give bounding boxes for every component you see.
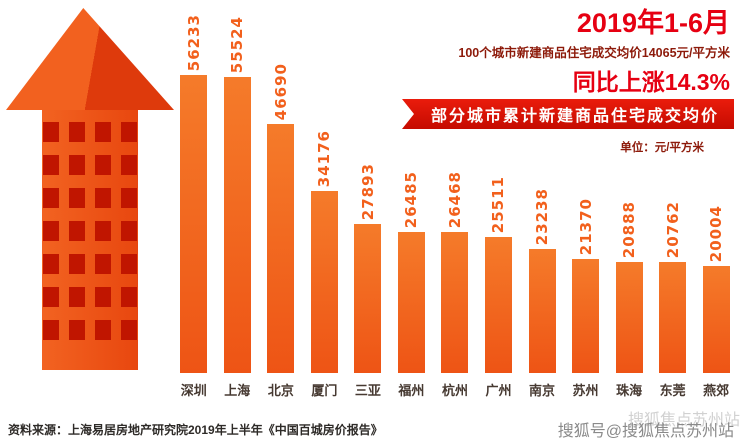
bar: [441, 232, 469, 373]
bar-column: 21370 苏州: [564, 14, 608, 399]
source-note: 资料来源：上海易居房地产研究院2019年上半年《中国百城房价报告》: [8, 423, 383, 437]
window-cell: [121, 188, 137, 208]
bar-value-label: 21370: [576, 197, 595, 255]
bar-column: 56233 深圳: [172, 14, 216, 399]
bar-city-label: 上海: [224, 383, 251, 398]
bar: [702, 266, 730, 373]
bar: [310, 191, 338, 373]
bar-column: 34176 厦门: [303, 14, 347, 399]
bar-column: 20004 燕郊: [694, 14, 738, 399]
window-cell: [95, 221, 111, 241]
bar-column: 27893 三亚: [346, 14, 390, 399]
building-arrow-graphic: [6, 8, 174, 370]
bar: [354, 224, 382, 373]
window-cell: [121, 287, 137, 307]
chart-title-banner: 部分城市累计新建商品住宅成交均价: [402, 99, 734, 129]
bar-city-label: 深圳: [180, 383, 207, 398]
bar-city-label: 厦门: [311, 383, 338, 398]
window-cell: [121, 122, 137, 142]
arrow-windows: [42, 110, 138, 370]
bar-value-label: 25511: [489, 175, 508, 233]
bar-value-label: 55524: [228, 15, 247, 73]
unit-label: 单位：元/平方米: [620, 142, 704, 154]
bar-city-label: 苏州: [572, 383, 599, 398]
window-cell: [69, 122, 85, 142]
bar: [180, 75, 208, 373]
bar-value-label: 26485: [402, 170, 421, 228]
bar-column: 20888 珠海: [607, 14, 651, 399]
window-cell: [43, 320, 59, 340]
bar-value-label: 20762: [663, 200, 682, 258]
window-cell: [121, 254, 137, 274]
bar-column: 25511 广州: [477, 14, 521, 399]
bar-value-label: 20004: [707, 204, 726, 262]
bar-city-label: 东莞: [659, 383, 686, 398]
window-cell: [69, 221, 85, 241]
bar-city-label: 三亚: [354, 383, 381, 398]
bar-column: 46690 北京: [259, 14, 303, 399]
window-cell: [95, 254, 111, 274]
window-cell: [69, 188, 85, 208]
bar: [659, 262, 687, 373]
bar-value-label: 27893: [358, 162, 377, 220]
bar-city-label: 北京: [267, 383, 294, 398]
window-cell: [69, 254, 85, 274]
bar-value-label: 46690: [271, 62, 290, 120]
window-cell: [121, 221, 137, 241]
bar-column: 20762 东莞: [651, 14, 695, 399]
window-cell: [121, 320, 137, 340]
bar-city-label: 燕郊: [703, 383, 730, 398]
window-cell: [95, 320, 111, 340]
bar-column: 26485 福州: [390, 14, 434, 399]
growth-callout: 同比上涨14.3%: [572, 69, 730, 96]
bar-city-label: 福州: [398, 383, 425, 398]
window-cell: [43, 287, 59, 307]
header: 2019年1-6月 100个城市新建商品住宅成交均价14065元/平方米 同比上…: [380, 8, 730, 97]
watermark-ghost: 搜狐焦点苏州站: [627, 412, 740, 429]
bar-column: 55524 上海: [216, 14, 260, 399]
window-cell: [43, 221, 59, 241]
window-cell: [43, 254, 59, 274]
window-cell: [43, 122, 59, 142]
page-subtitle: 100个城市新建商品住宅成交均价14065元/平方米: [458, 46, 730, 61]
window-cell: [95, 155, 111, 175]
window-cell: [95, 188, 111, 208]
window-cell: [69, 320, 85, 340]
bar: [484, 237, 512, 373]
bar-value-label: 20888: [620, 200, 639, 258]
watermark: 搜狐号@搜狐焦点苏州站: [557, 423, 734, 440]
bar: [267, 124, 295, 373]
window-cell: [95, 287, 111, 307]
window-cell: [43, 188, 59, 208]
bar-value-label: 23238: [533, 187, 552, 245]
bar-city-label: 南京: [529, 383, 556, 398]
bar: [223, 77, 251, 373]
bar: [615, 262, 643, 373]
window-cell: [95, 122, 111, 142]
bar-column: 23238 南京: [520, 14, 564, 399]
bar-value-label: 26468: [445, 170, 464, 228]
window-cell: [121, 155, 137, 175]
window-cell: [69, 155, 85, 175]
bar-city-label: 珠海: [616, 383, 643, 398]
bar: [528, 249, 556, 373]
bar: [572, 259, 600, 373]
bar-chart: 56233 深圳 55524 上海 46690 北京 34176 厦门 27893 三亚 26485…: [172, 14, 738, 399]
window-cell: [69, 287, 85, 307]
bar: [397, 232, 425, 373]
bar-column: 26468 杭州: [433, 14, 477, 399]
bar-value-label: 34176: [315, 129, 334, 187]
arrow-head-icon: [6, 8, 174, 110]
window-cell: [43, 155, 59, 175]
bar-city-label: 广州: [485, 383, 512, 398]
bar-value-label: 56233: [184, 14, 203, 72]
page-title: 2019年1-6月: [576, 8, 730, 38]
bar-city-label: 杭州: [441, 383, 468, 398]
